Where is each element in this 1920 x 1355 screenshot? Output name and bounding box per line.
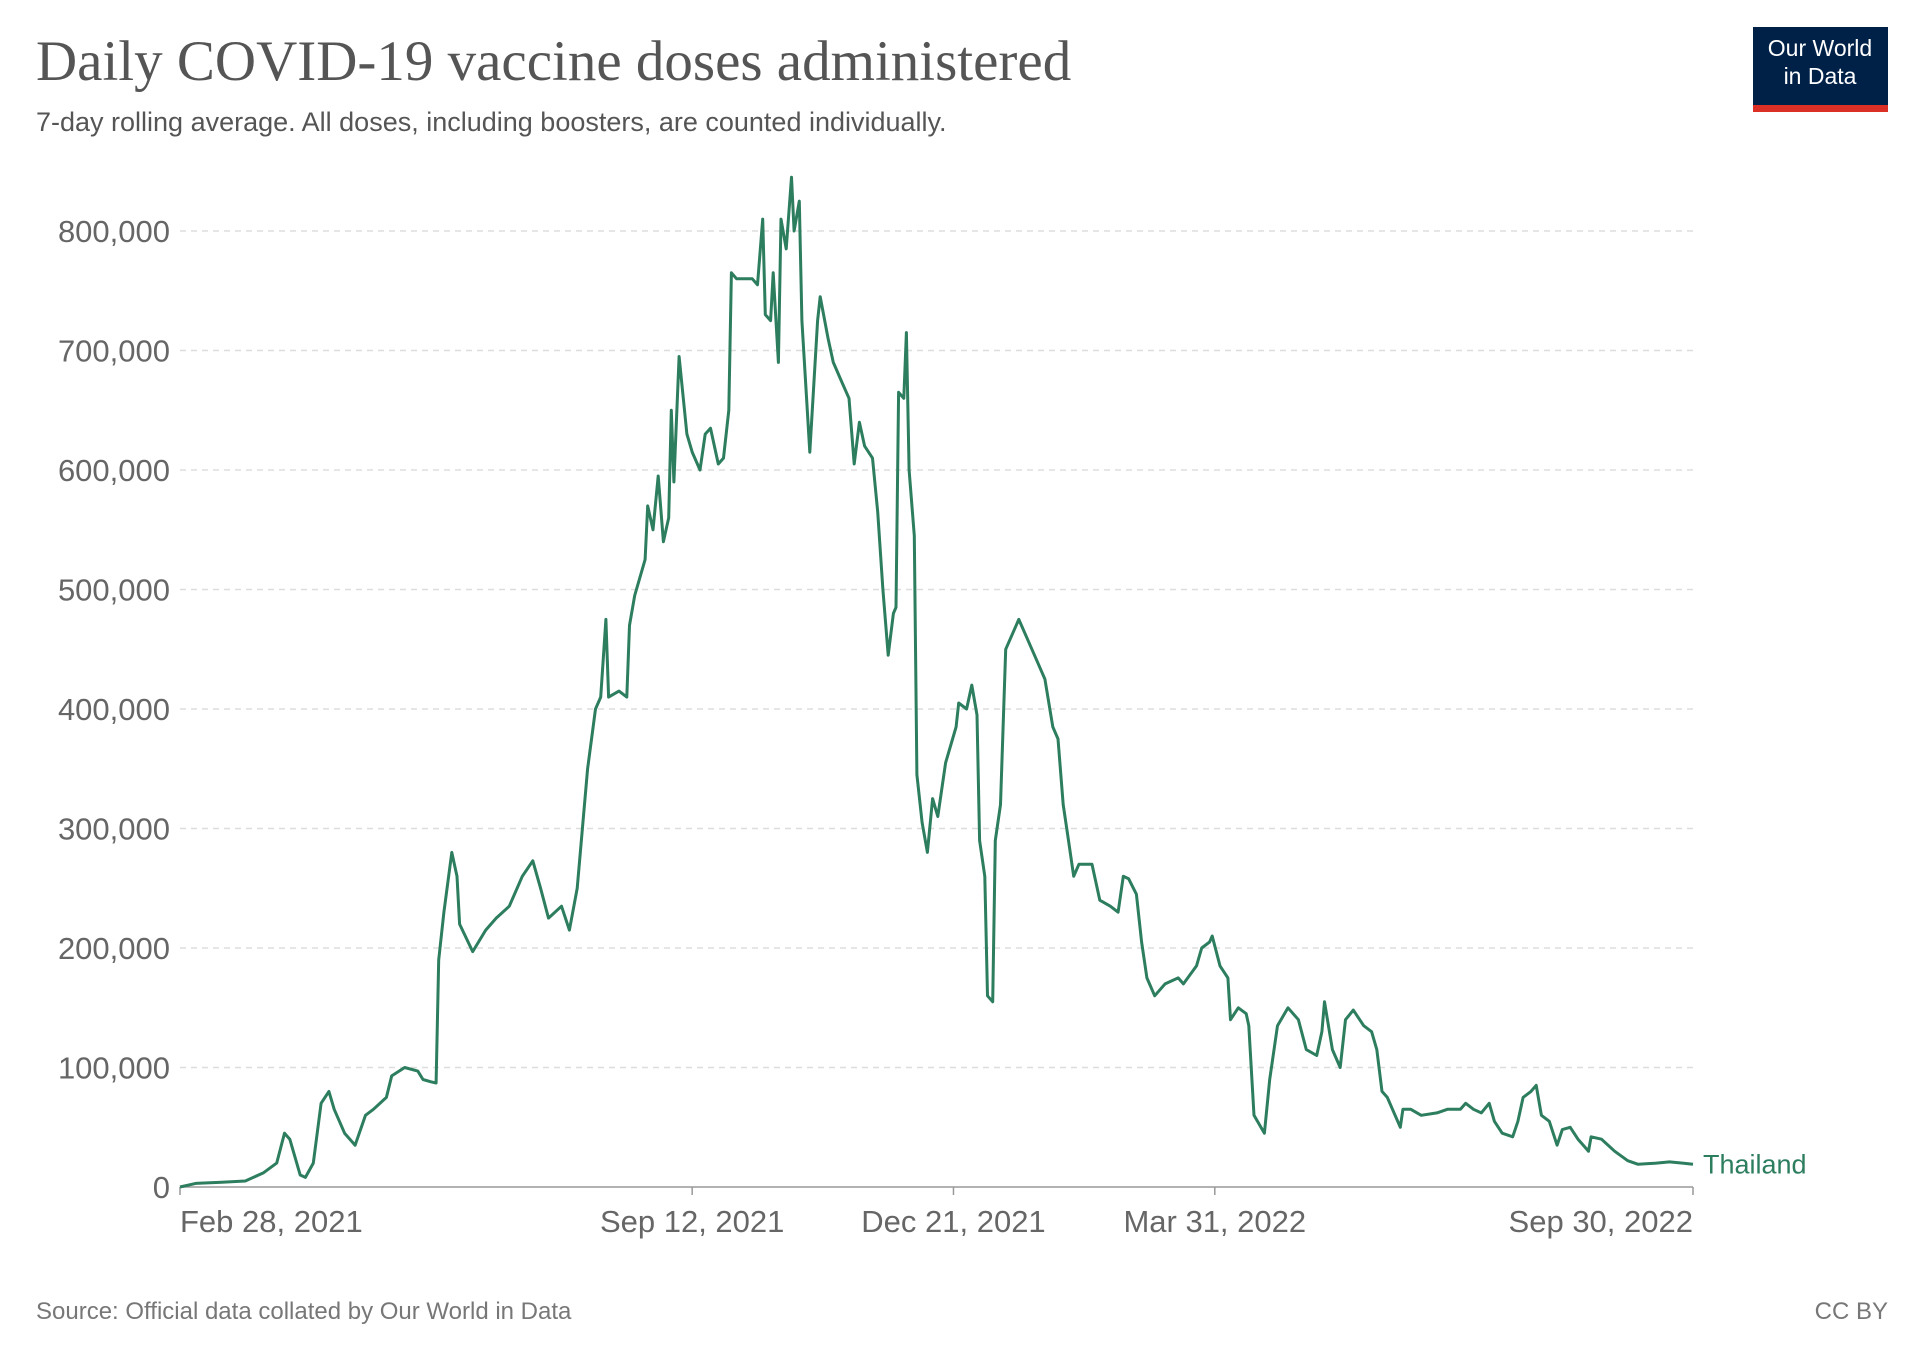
y-tick-label: 700,000 [58,334,170,369]
y-tick-label: 400,000 [58,692,170,727]
x-tick-label: Mar 31, 2022 [1123,1204,1306,1239]
series-label: Thailand [1703,1149,1807,1179]
chart-title: Daily COVID-19 vaccine doses administere… [36,30,1071,93]
x-tick-label: Sep 12, 2021 [600,1204,784,1239]
license: CC BY [1815,1298,1888,1325]
x-tick-label: Dec 21, 2021 [861,1204,1045,1239]
y-tick-label: 500,000 [58,573,170,608]
x-tick-label: Feb 28, 2021 [180,1204,363,1239]
y-tick-label: 100,000 [58,1051,170,1086]
x-tick-label: Sep 30, 2022 [1509,1204,1693,1239]
data-line [179,175,1694,1189]
source: Source: Official data collated by Our Wo… [36,1298,572,1325]
y-tick-label: 300,000 [58,812,170,847]
y-tick-label: 800,000 [58,214,170,249]
y-tick-label: 200,000 [58,931,170,966]
y-tick-label: 600,000 [58,453,170,488]
logo-box [1753,27,1888,107]
y-tick-label: 0 [153,1170,170,1205]
logo: Our World in Data [1753,27,1888,112]
logo-stripe [1753,105,1888,112]
logo-text: in Data [1784,63,1857,89]
chart-subtitle: 7-day rolling average. All doses, includ… [36,107,947,137]
logo-text: Our World [1768,35,1872,61]
